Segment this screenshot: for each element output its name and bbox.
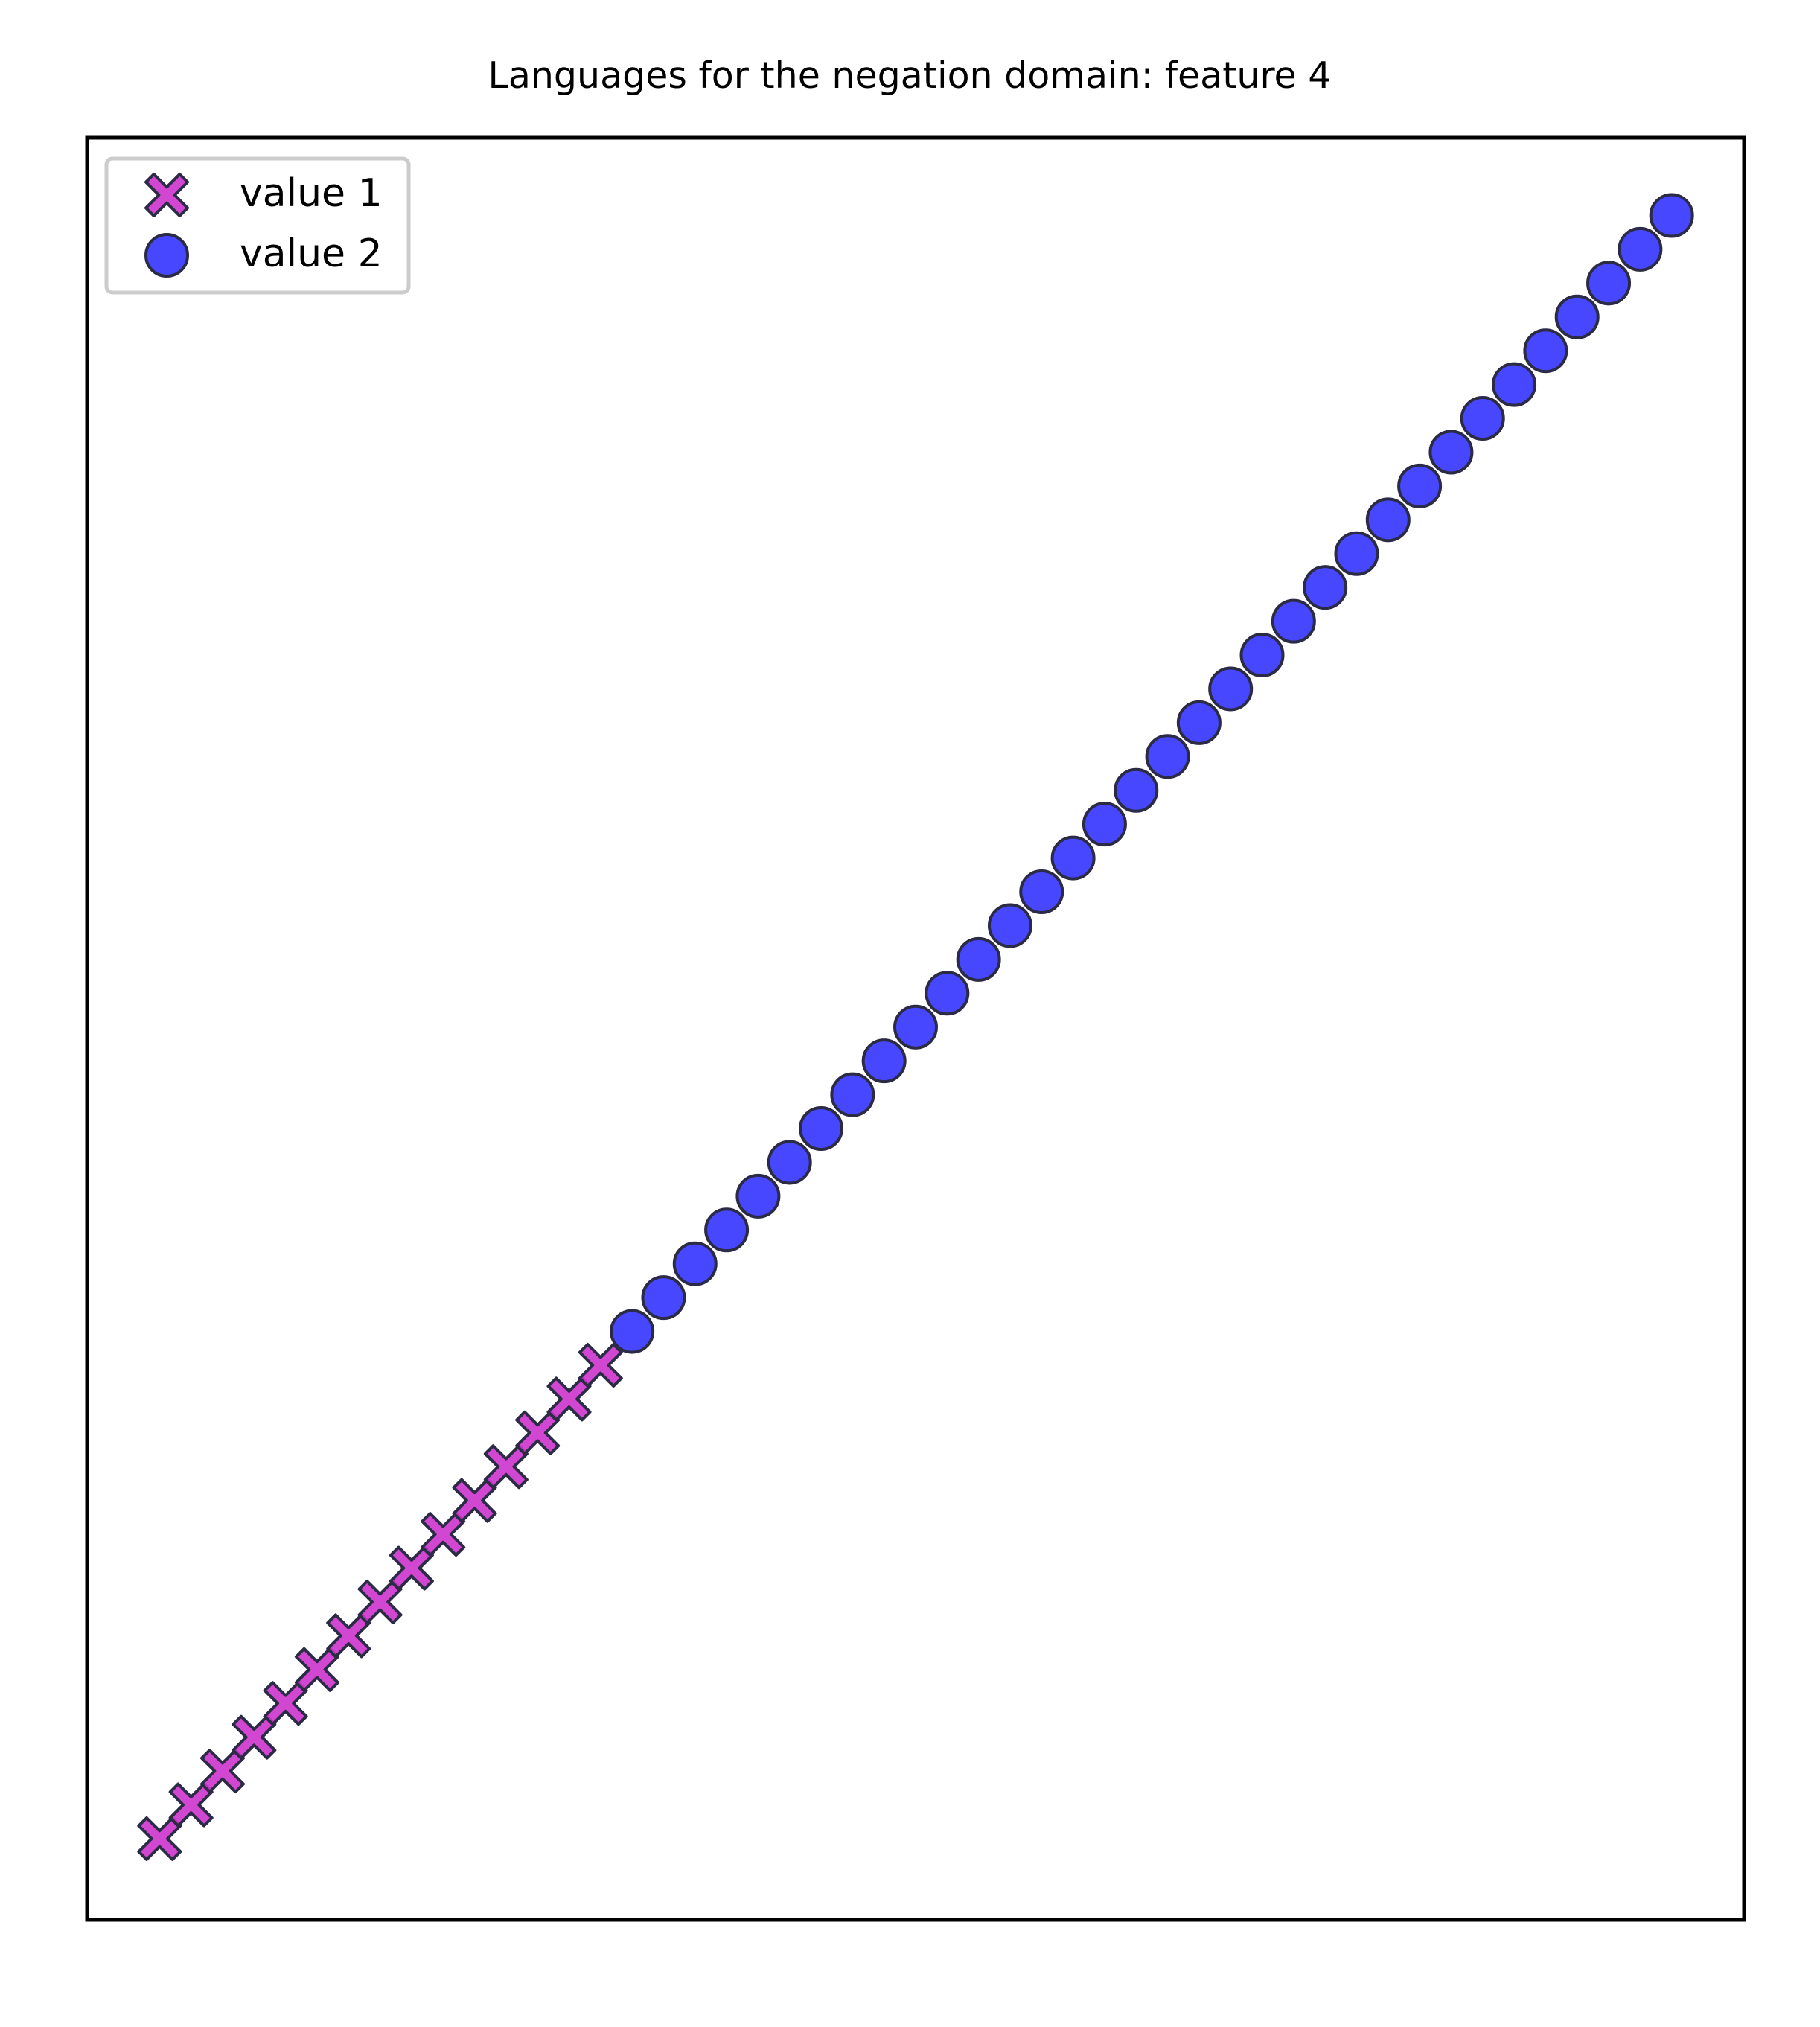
point-value-2 — [704, 1207, 750, 1253]
point-value-2 — [1019, 869, 1064, 915]
point-value-2 — [610, 1309, 655, 1354]
point-value-1 — [294, 1647, 339, 1692]
point-value-1 — [515, 1410, 561, 1455]
point-value-2 — [893, 1004, 938, 1050]
point-value-2 — [1114, 767, 1159, 813]
point-value-2 — [1460, 396, 1505, 441]
point-value-2 — [956, 936, 1001, 982]
point-value-2 — [1334, 531, 1379, 576]
point-value-2 — [987, 903, 1032, 948]
chart-title: Languages for the negation domain: featu… — [488, 54, 1332, 97]
point-value-2 — [672, 1241, 718, 1286]
point-value-2 — [1586, 261, 1632, 306]
point-value-2 — [1365, 497, 1411, 543]
point-value-2 — [735, 1173, 781, 1219]
point-value-2 — [1649, 193, 1694, 238]
point-value-2 — [1303, 565, 1348, 610]
point-value-2 — [1239, 633, 1285, 678]
legend-marker-value-2 — [144, 233, 189, 278]
point-value-2 — [1050, 835, 1096, 881]
point-value-1 — [199, 1749, 245, 1794]
point-value-2 — [861, 1038, 907, 1084]
point-value-2 — [1176, 700, 1222, 745]
point-value-1 — [452, 1478, 497, 1523]
legend-marker-value-1 — [144, 173, 189, 217]
legend-symbol-value-1 — [144, 173, 189, 217]
point-value-1 — [326, 1613, 371, 1659]
point-value-1 — [168, 1782, 214, 1828]
legend: value 1 value 2 — [104, 156, 411, 295]
point-value-2 — [1208, 666, 1254, 712]
point-value-1 — [483, 1444, 529, 1490]
point-value-2 — [1428, 430, 1474, 475]
legend-label-value-2: value 2 — [240, 232, 383, 276]
point-value-1 — [357, 1579, 403, 1624]
legend-symbol-value-2 — [144, 233, 189, 278]
point-value-2 — [767, 1140, 812, 1185]
point-value-1 — [578, 1343, 623, 1388]
legend-label-value-1: value 1 — [240, 171, 383, 216]
point-value-2 — [925, 971, 970, 1016]
point-value-1 — [546, 1376, 592, 1422]
point-value-2 — [1397, 463, 1443, 508]
point-value-2 — [830, 1072, 875, 1117]
point-value-1 — [389, 1545, 434, 1591]
point-value-2 — [1271, 598, 1316, 644]
point-value-1 — [421, 1512, 466, 1557]
point-value-2 — [1554, 294, 1600, 339]
data-points — [137, 193, 1694, 1861]
point-value-2 — [1145, 734, 1190, 779]
point-value-1 — [137, 1816, 182, 1861]
point-value-2 — [1523, 328, 1568, 374]
point-value-2 — [1082, 802, 1127, 847]
point-value-2 — [799, 1106, 844, 1152]
point-value-1 — [263, 1681, 308, 1726]
point-value-2 — [1618, 226, 1663, 272]
point-value-2 — [1492, 362, 1537, 407]
point-value-1 — [232, 1714, 277, 1760]
point-value-2 — [641, 1275, 686, 1321]
